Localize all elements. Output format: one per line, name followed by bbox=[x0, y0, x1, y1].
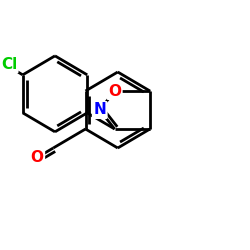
Text: O: O bbox=[31, 150, 44, 165]
Text: O: O bbox=[108, 84, 121, 98]
Text: N: N bbox=[93, 102, 106, 118]
Text: Cl: Cl bbox=[1, 57, 17, 72]
